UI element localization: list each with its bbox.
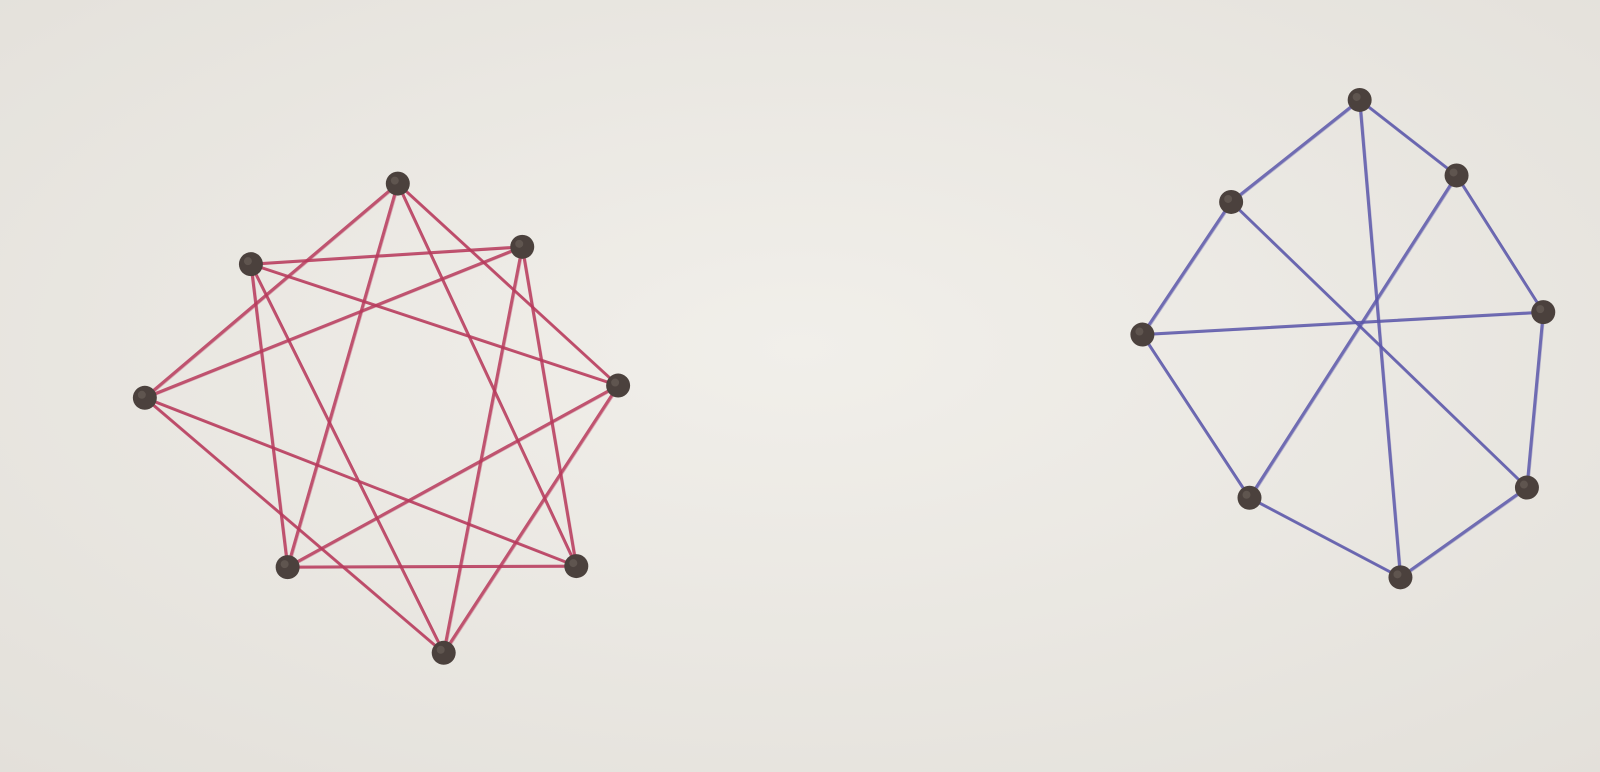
edge-trace (523, 247, 579, 568)
edge (1140, 333, 1251, 500)
vertex-shine (1393, 570, 1402, 579)
vertex (510, 234, 535, 259)
vertex (1514, 475, 1539, 500)
edge-trace (145, 184, 400, 400)
edge-trace (1143, 335, 1252, 500)
edge (249, 245, 524, 266)
edge (442, 245, 524, 655)
vertex (1219, 189, 1244, 214)
vertex (132, 385, 157, 410)
edge-trace (288, 184, 400, 569)
vertex (1237, 485, 1262, 510)
edge (143, 245, 524, 400)
vertex (606, 373, 631, 398)
edge (442, 384, 620, 655)
edge-trace (252, 247, 524, 266)
vertex-shine (436, 645, 445, 654)
edge-trace (1232, 202, 1529, 489)
edge-trace (146, 398, 579, 568)
vertex-shine (611, 378, 620, 387)
edge (143, 182, 400, 400)
edge-trace (444, 386, 621, 655)
edge-trace (1250, 498, 1403, 579)
edge (1358, 98, 1402, 579)
edge (249, 262, 620, 388)
edge (1140, 200, 1233, 337)
edge-trace (1143, 202, 1234, 336)
vertex-shine (569, 559, 578, 568)
vertex-shine (243, 257, 252, 266)
vertex (431, 640, 456, 665)
vertex (1444, 163, 1469, 188)
edge (1248, 496, 1402, 579)
vertex (385, 171, 410, 196)
edge-trace (1401, 488, 1529, 579)
vertex (1388, 565, 1413, 590)
edge-trace (1360, 100, 1459, 177)
edge-trace (398, 184, 579, 568)
edge-trace (252, 264, 620, 388)
vertex-shine (280, 560, 289, 569)
vertex-shine (515, 239, 524, 248)
edge-trace (1250, 176, 1459, 500)
vertex (564, 554, 589, 579)
edge-trace (1360, 100, 1403, 579)
edge (1525, 310, 1545, 490)
blue-graph (1130, 87, 1556, 590)
edge (1398, 486, 1529, 579)
edge (286, 564, 578, 569)
vertex-shine (1519, 480, 1528, 489)
edge (1248, 173, 1459, 500)
edge-trace (251, 265, 290, 569)
edge (249, 262, 290, 569)
edge-trace (398, 184, 621, 388)
vertex (275, 555, 300, 580)
edge-trace (289, 566, 578, 569)
edge (1455, 173, 1545, 314)
edge (1229, 200, 1529, 490)
edge (1229, 98, 1362, 204)
vertex (238, 252, 263, 277)
edge-trace (251, 264, 446, 655)
vertex (1347, 87, 1372, 112)
vertex-shine (137, 390, 146, 399)
edge-trace (1143, 312, 1545, 337)
vertex-shine (1352, 92, 1361, 101)
edge-trace (288, 386, 620, 569)
edge-trace (1527, 313, 1546, 489)
edge (1358, 98, 1459, 177)
edge-trace (1232, 100, 1362, 204)
vertex-shine (1449, 168, 1458, 177)
edge (143, 396, 446, 655)
edge-trace (146, 247, 524, 400)
vertex-shine (1242, 490, 1251, 499)
vertex (1130, 322, 1155, 347)
edge (520, 245, 578, 568)
edge-trace (145, 398, 446, 655)
edge (396, 182, 578, 568)
edge (396, 182, 620, 388)
edge-trace (444, 247, 525, 654)
edge (286, 182, 400, 569)
vertex-shine (1536, 305, 1545, 314)
edge (1140, 310, 1545, 337)
edge (249, 262, 446, 655)
vertex-shine (1135, 327, 1144, 336)
red-graph (132, 171, 631, 665)
vertex-shine (390, 176, 399, 185)
vertex-shine (1224, 194, 1233, 203)
vertex (1531, 300, 1556, 325)
edge (286, 384, 620, 569)
edge-trace (1457, 176, 1546, 314)
